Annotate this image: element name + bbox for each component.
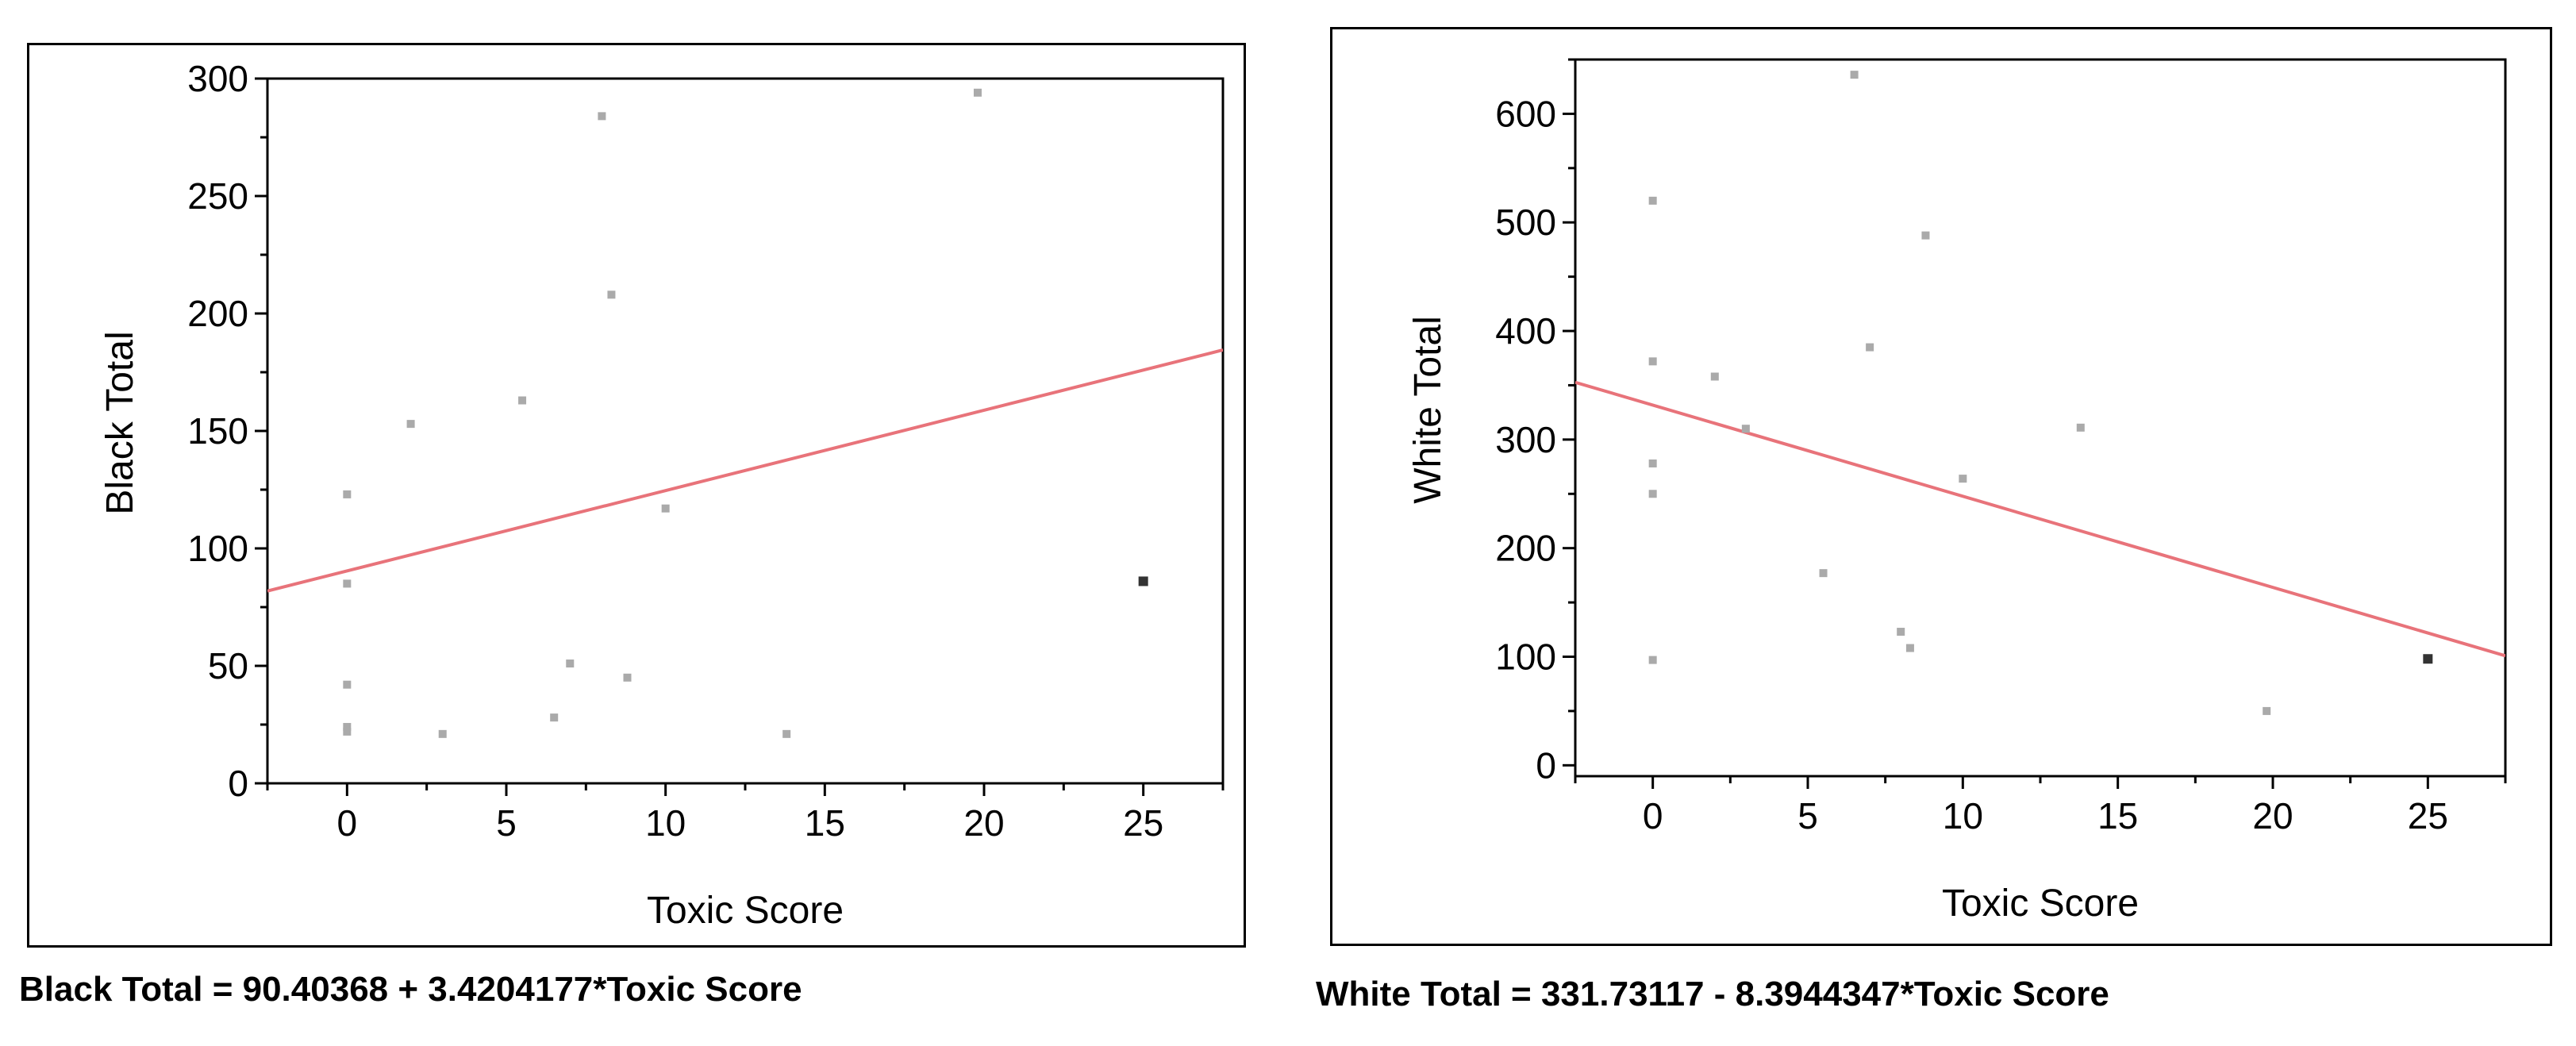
white-total-data-point	[1741, 425, 1750, 433]
white-total-data-point	[1819, 569, 1828, 578]
white-total-data-point	[2263, 706, 2271, 715]
white-total-x-tick-label: 5	[1797, 795, 1818, 836]
white-total-data-point	[1648, 656, 1657, 664]
white-total-data-point	[1710, 372, 1719, 381]
white-total-data-point	[1648, 459, 1657, 467]
black-total-data-point	[343, 490, 352, 498]
white-total-data-point	[1648, 490, 1657, 498]
white-total-data-point	[1897, 628, 1905, 636]
black-total-x-tick-label: 20	[963, 802, 1004, 844]
black-total-y-tick-label: 300	[187, 58, 248, 99]
white-total-y-tick-label: 600	[1495, 93, 1556, 134]
white-total-y-tick-label: 500	[1495, 202, 1556, 243]
black-total-data-point	[550, 713, 559, 722]
white-total-equation: White Total = 331.73117 - 8.3944347*Toxi…	[1316, 975, 2109, 1013]
black-total-plot-area	[267, 88, 1223, 738]
white-total-x-tick-label: 25	[2408, 795, 2448, 836]
right-chart-panel: 0 5 10 15 20 25 0 100 200 300 400 500 600 Toxic Score…	[1330, 27, 2552, 946]
black-total-data-point	[1138, 576, 1148, 586]
black-total-regression-line	[267, 348, 1223, 593]
white-total-y-tick-label: 0	[1536, 744, 1556, 786]
black-total-x-tick-label: 10	[645, 802, 686, 844]
black-total-y-tick-label: 0	[228, 763, 248, 804]
black-total-data-point	[518, 396, 527, 405]
black-total-equation: Black Total = 90.40368 + 3.4204177*Toxic…	[19, 970, 802, 1009]
black-total-y-tick-label: 100	[187, 528, 248, 569]
black-total-x-tick-label: 5	[496, 802, 517, 844]
black-total-x-tick-label: 25	[1123, 802, 1163, 844]
black-total-y-tick-label: 150	[187, 410, 248, 452]
white-total-regression-line	[1575, 380, 2505, 658]
black-total-data-point	[343, 722, 352, 731]
black-total-plot-frame	[266, 77, 1225, 785]
black-total-data-point	[343, 680, 352, 689]
white-total-y-tick-label: 100	[1495, 636, 1556, 678]
black-total-y-axis-label: Black Total	[99, 331, 141, 514]
black-total-data-point	[623, 673, 632, 682]
black-total-y-tick-label: 50	[208, 645, 248, 686]
white-total-x-tick-label: 10	[1943, 795, 1983, 836]
white-total-x-tick-label: 0	[1643, 795, 1663, 836]
white-total-data-point	[2423, 654, 2433, 664]
white-total-y-tick-label: 400	[1495, 310, 1556, 352]
white-total-plot-area	[1575, 71, 2505, 715]
white-total-x-tick-label: 20	[2252, 795, 2293, 836]
black-total-data-point	[598, 112, 606, 121]
black-total-x-axis-label: Toxic Score	[647, 890, 844, 932]
black-total-data-point	[406, 420, 415, 429]
black-total-data-point	[343, 579, 352, 588]
black-total-y-tick-label: 200	[187, 293, 248, 334]
left-chart-panel: 0 5 10 15 20 25 0 50 100 150 200 250 300 Toxic Score B…	[27, 43, 1246, 948]
white-total-y-tick-label: 300	[1495, 419, 1556, 460]
black-total-data-point	[607, 290, 616, 299]
white-total-chart: 0 5 10 15 20 25 0 100 200 300 400 500 600 Toxic Score…	[1407, 58, 2507, 925]
black-total-y-tick-label: 250	[187, 175, 248, 217]
white-total-plot-frame	[1574, 58, 2507, 778]
white-total-data-point	[1905, 644, 1914, 652]
black-total-data-point	[438, 729, 447, 738]
white-total-data-point	[1648, 357, 1657, 366]
white-total-data-point	[1850, 71, 1859, 79]
white-total-x-tick-label: 15	[2097, 795, 2138, 836]
black-total-x-tick-label: 0	[337, 802, 358, 844]
white-total-data-point	[1866, 343, 1874, 352]
white-total-data-point	[1648, 196, 1657, 205]
black-total-x-tick-label: 15	[805, 802, 845, 844]
white-total-y-tick-label: 200	[1495, 528, 1556, 569]
black-total-data-point	[973, 88, 982, 97]
black-total-data-point	[782, 729, 791, 738]
white-total-data-point	[1959, 475, 1967, 483]
white-total-x-axis-label: Toxic Score	[1942, 883, 2139, 925]
black-total-data-point	[661, 504, 670, 513]
white-total-data-point	[2076, 423, 2085, 432]
black-total-data-point	[566, 660, 575, 668]
white-total-y-axis-label: White Total	[1407, 316, 1449, 504]
white-total-data-point	[1921, 231, 1930, 240]
black-total-data-point	[343, 727, 352, 736]
